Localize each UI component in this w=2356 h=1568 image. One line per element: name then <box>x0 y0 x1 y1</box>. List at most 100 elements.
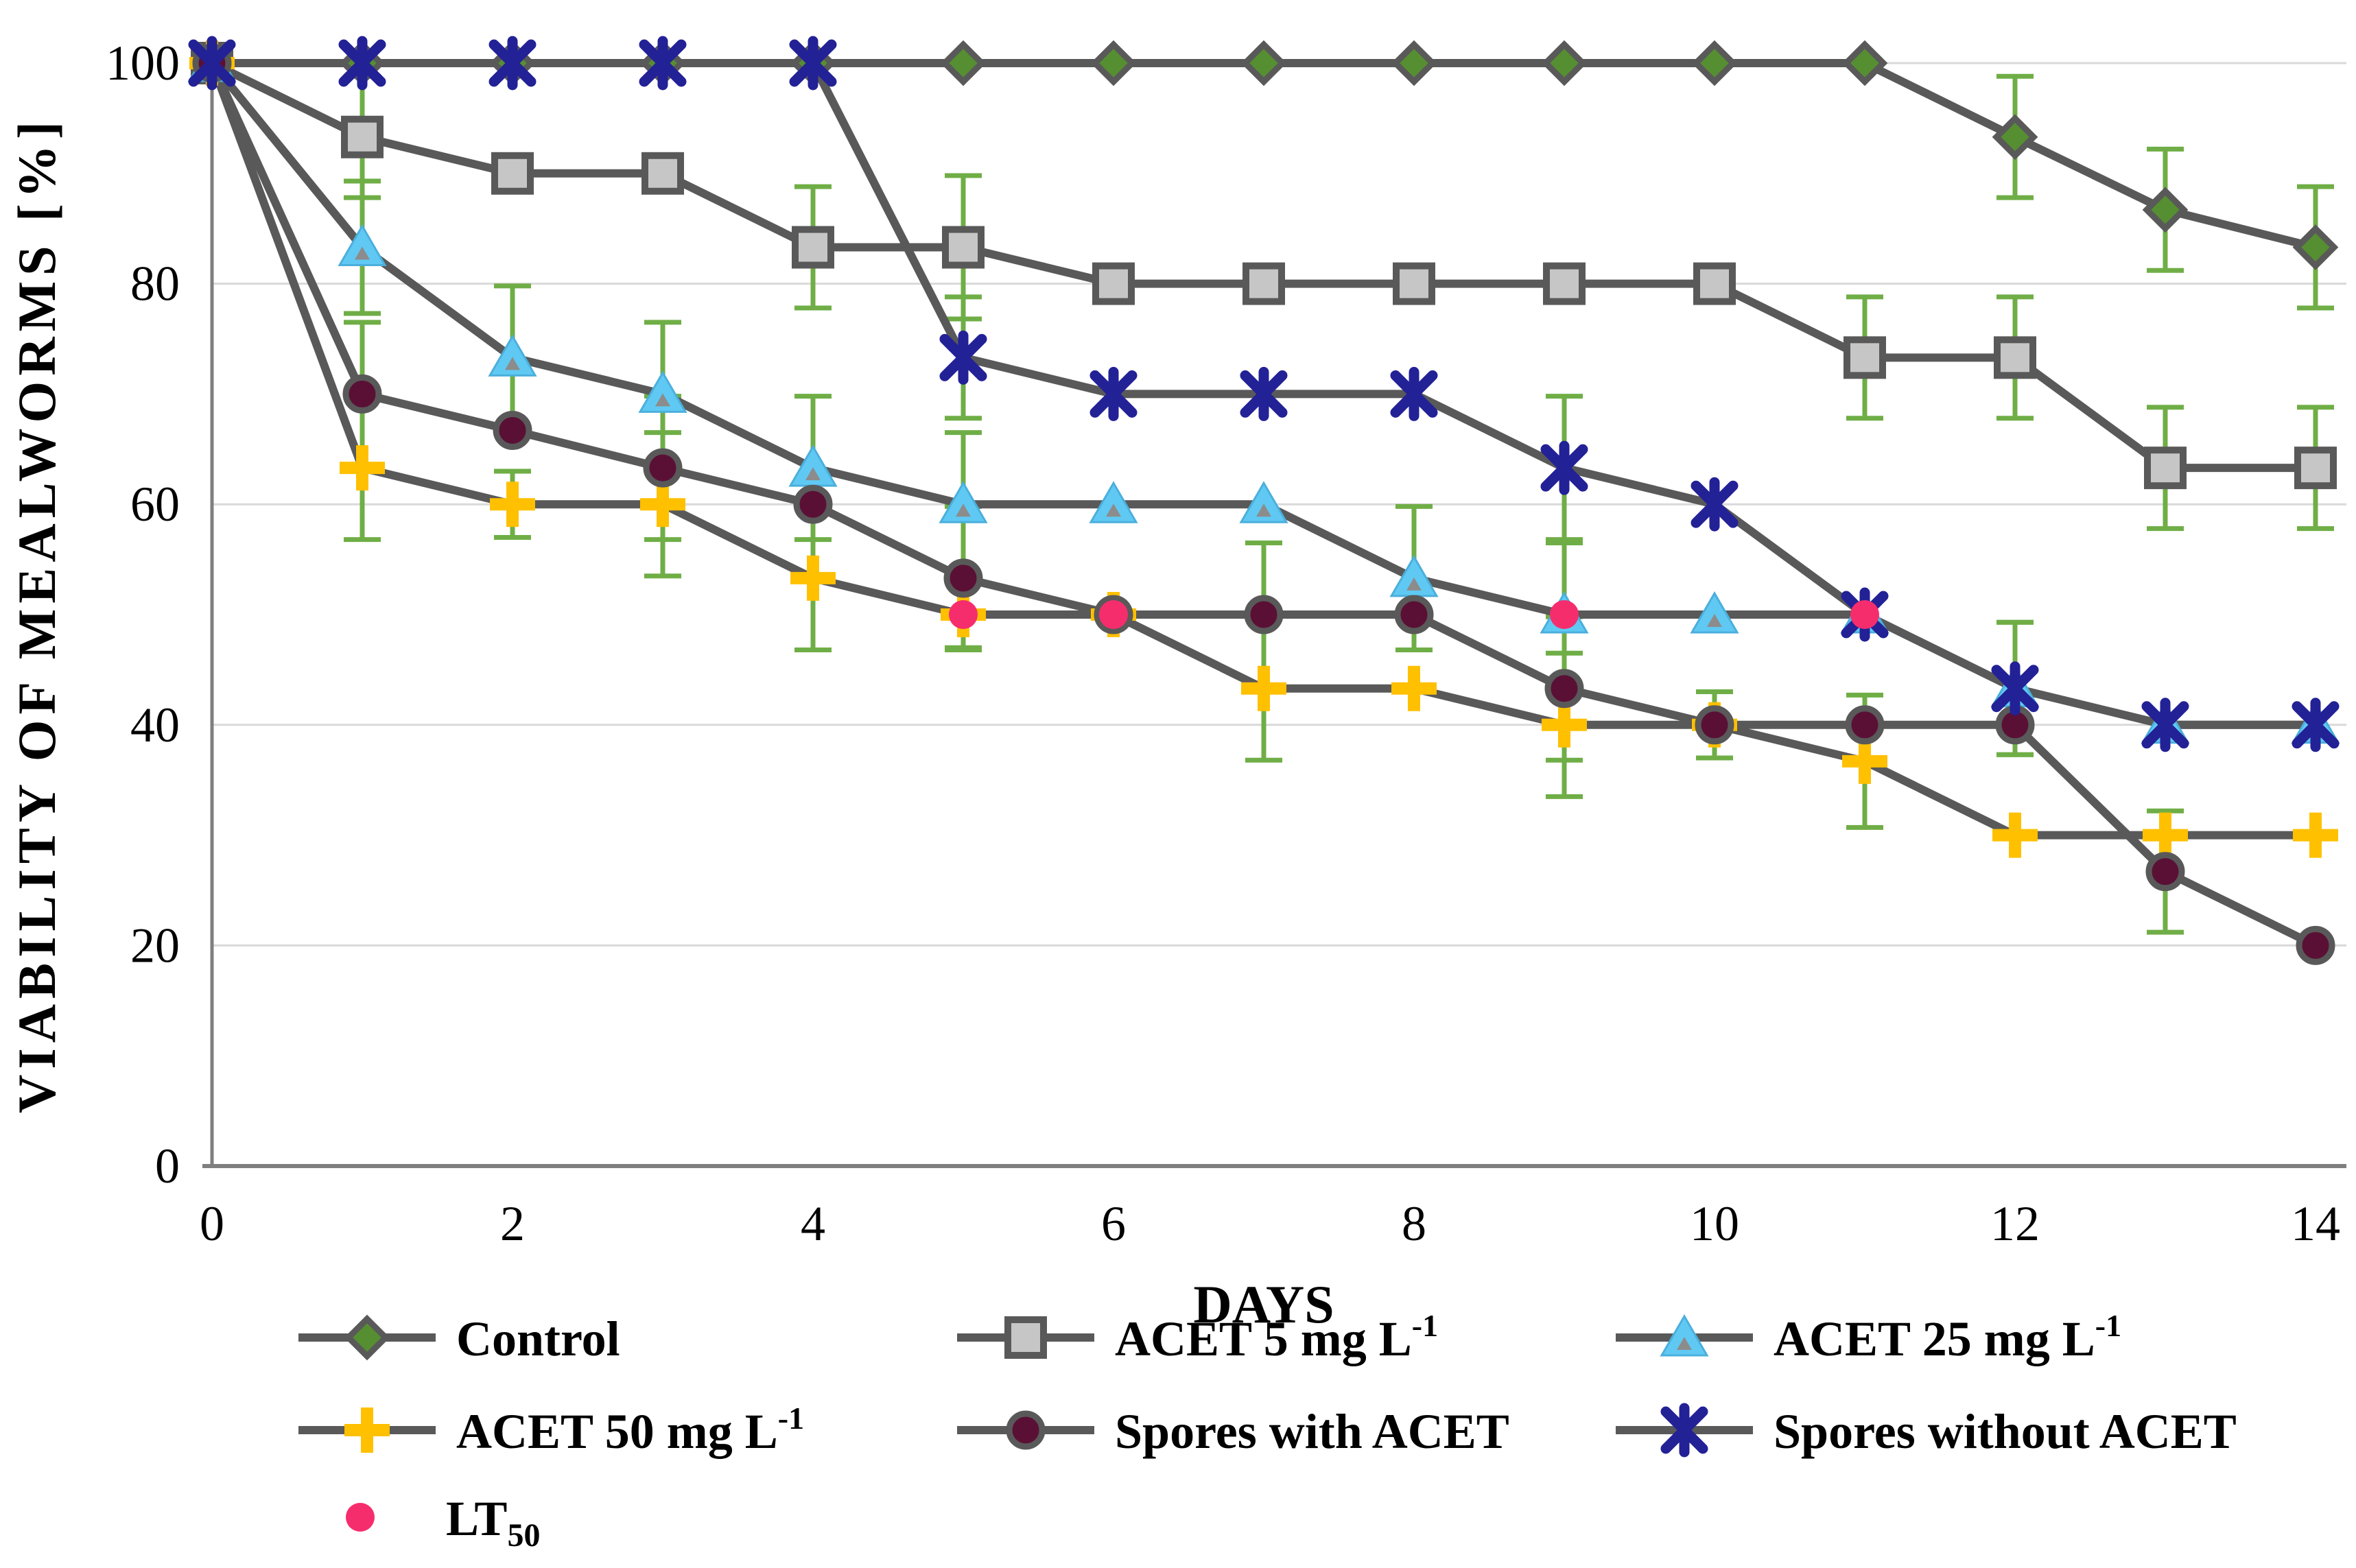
marker-square <box>1092 262 1135 305</box>
marker-diamond <box>1541 40 1588 86</box>
x-axis-title: DAYS <box>1193 1274 1334 1334</box>
marker-xstar <box>2292 698 2340 752</box>
x-tick-label: 8 <box>1402 1196 1426 1251</box>
marker-circle <box>1006 1410 1046 1450</box>
marker-square <box>792 226 834 269</box>
marker-square <box>2144 447 2187 490</box>
marker-plus <box>2143 812 2188 858</box>
marker-xstar <box>488 36 537 91</box>
legend-item-acet-5-mg-l: ACET 5 mg L-1 <box>957 1308 1438 1366</box>
marker-plus <box>790 555 836 601</box>
marker-diamond <box>1992 114 2038 161</box>
marker-plus <box>340 445 385 491</box>
marker-circle <box>493 410 532 450</box>
legend-label: Control <box>456 1311 620 1366</box>
legend-item-acet-25-mg-l: ACET 25 mg L-1 <box>1616 1308 2121 1366</box>
marker-dot <box>1099 600 1128 629</box>
legend-item-acet-50-mg-l: ACET 50 mg L-1 <box>298 1401 804 1459</box>
marker-triangle <box>488 334 537 377</box>
tick-labels: 0 20 40 60 80 100 0 2 4 6 8 10 12 14 <box>106 36 2340 1251</box>
marker-triangle <box>1089 481 1138 523</box>
x-tick-label: 4 <box>801 1196 825 1251</box>
marker-dot <box>346 1503 375 1532</box>
marker-dot <box>1550 600 1579 629</box>
marker-plus <box>640 482 685 527</box>
marker-square <box>1242 262 1285 305</box>
marker-plus <box>344 1407 390 1453</box>
marker-diamond <box>2292 224 2339 270</box>
marker-diamond <box>940 40 987 86</box>
y-axis-title: VIABILITY OF MEALWORMS [%] <box>7 116 67 1113</box>
marker-diamond <box>1691 40 1738 86</box>
marker-xstar <box>1660 1403 1708 1458</box>
marker-square <box>641 152 684 195</box>
marker-xstar <box>338 36 386 91</box>
marker-triangle <box>1690 591 1739 634</box>
marker-plus <box>1992 812 2038 858</box>
lt50-points <box>949 600 1879 629</box>
legend-item-spores-without-acet: Spores without ACET <box>1616 1403 2237 1459</box>
marker-xstar <box>1390 366 1438 421</box>
marker-circle <box>2145 852 2185 892</box>
marker-diamond <box>1240 40 1287 86</box>
y-tick-label: 100 <box>106 36 180 91</box>
y-tick-label: 20 <box>130 918 180 973</box>
marker-square <box>2294 447 2337 490</box>
marker-xstar <box>188 36 236 91</box>
x-tick-label: 6 <box>1101 1196 1126 1251</box>
marker-plus <box>1391 665 1437 711</box>
marker-square <box>1843 336 1886 379</box>
marker-square <box>942 226 985 269</box>
marker-diamond <box>1841 40 1888 86</box>
marker-xstar <box>2141 698 2189 752</box>
x-tick-label: 2 <box>500 1196 525 1251</box>
marker-circle <box>342 374 382 414</box>
marker-xstar <box>1991 661 2039 716</box>
marker-circle <box>643 448 683 488</box>
legend-item-control: Control <box>298 1311 620 1366</box>
marker-triangle <box>1660 1314 1709 1357</box>
x-tick-label: 14 <box>2291 1196 2340 1251</box>
legend-label: Spores with ACET <box>1115 1404 1509 1459</box>
marker-square <box>1004 1316 1047 1359</box>
legend-label: LT50 <box>446 1491 540 1554</box>
marker-diamond <box>344 1314 390 1361</box>
marker-circle <box>2296 925 2335 965</box>
marker-square <box>491 152 534 195</box>
legend-label: Spores without ACET <box>1774 1404 2237 1459</box>
y-tick-label: 40 <box>130 698 180 752</box>
marker-circle <box>1695 705 1734 745</box>
marker-diamond <box>1090 40 1137 86</box>
marker-plus <box>490 482 535 527</box>
y-tick-label: 60 <box>130 477 180 532</box>
marker-plus <box>1842 738 1887 784</box>
marker-dot <box>949 600 978 629</box>
x-tick-label: 10 <box>1690 1196 1739 1251</box>
x-tick-label: 12 <box>1990 1196 2040 1251</box>
marker-square <box>1393 262 1435 305</box>
marker-dot <box>1850 600 1879 629</box>
axes <box>202 38 2346 1168</box>
legend-item-spores-with-acet: Spores with ACET <box>957 1404 1509 1459</box>
marker-triangle <box>1239 481 1288 523</box>
y-tick-label: 0 <box>155 1139 180 1193</box>
marker-xstar <box>639 36 687 91</box>
marker-plus <box>1542 702 1587 748</box>
marker-plus <box>1241 665 1286 711</box>
marker-circle <box>1544 669 1584 709</box>
marker-xstar <box>1089 366 1138 421</box>
marker-triangle <box>788 444 838 487</box>
marker-xstar <box>789 36 837 91</box>
marker-triangle <box>1389 554 1439 597</box>
marker-square <box>341 115 384 158</box>
marker-diamond <box>2142 187 2189 233</box>
marker-circle <box>1244 595 1284 634</box>
legend: Control ACET 5 mg L-1 ACET 25 mg L-1 ACET 5… <box>298 1308 2237 1554</box>
marker-xstar <box>1540 440 1588 495</box>
marker-xstar <box>1691 477 1739 532</box>
marker-square <box>1693 262 1736 305</box>
marker-square <box>1543 262 1586 305</box>
